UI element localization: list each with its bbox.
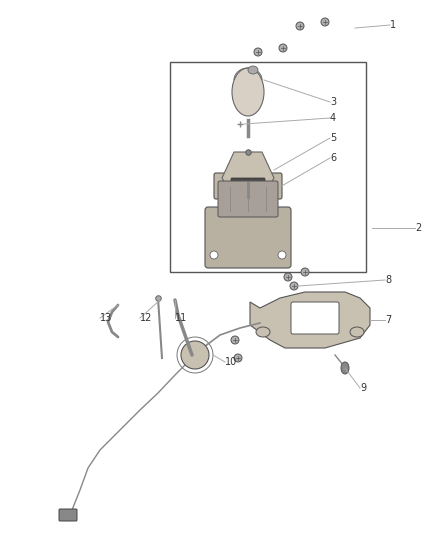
Text: 1: 1 [390,20,396,30]
Polygon shape [222,152,274,188]
Text: 9: 9 [360,383,366,393]
Circle shape [301,268,309,276]
Text: 5: 5 [330,133,336,143]
FancyBboxPatch shape [291,302,339,334]
Text: 3: 3 [330,97,336,107]
Ellipse shape [232,68,264,116]
FancyBboxPatch shape [205,207,291,268]
Circle shape [234,354,242,362]
Circle shape [321,18,329,26]
Circle shape [231,336,239,344]
Circle shape [181,341,209,369]
Text: 2: 2 [415,223,421,233]
Circle shape [210,251,218,259]
Text: 11: 11 [175,313,187,323]
Polygon shape [250,292,370,348]
Ellipse shape [248,66,258,74]
Text: 10: 10 [225,357,237,367]
FancyBboxPatch shape [218,181,278,217]
Text: 6: 6 [330,153,336,163]
Circle shape [290,282,298,290]
Text: 13: 13 [100,313,112,323]
FancyBboxPatch shape [214,173,282,199]
Circle shape [296,22,304,30]
Circle shape [254,48,262,56]
Text: 7: 7 [385,315,391,325]
Text: 8: 8 [385,275,391,285]
FancyBboxPatch shape [231,178,265,194]
FancyBboxPatch shape [59,509,77,521]
Ellipse shape [350,327,364,337]
Ellipse shape [341,362,349,374]
Circle shape [279,44,287,52]
Text: 4: 4 [330,113,336,123]
Ellipse shape [256,327,270,337]
Circle shape [284,273,292,281]
Circle shape [278,251,286,259]
Text: 12: 12 [140,313,152,323]
Bar [170,62,366,272]
